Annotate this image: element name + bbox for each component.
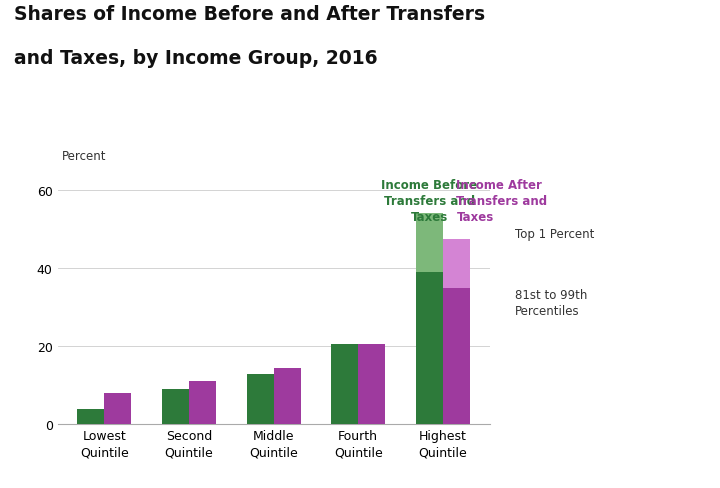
Bar: [189, 382, 216, 425]
Bar: [104, 393, 132, 425]
Bar: [162, 389, 189, 425]
Bar: [246, 374, 274, 425]
Bar: [443, 239, 470, 288]
Text: 81st to 99th
Percentiles: 81st to 99th Percentiles: [515, 288, 588, 317]
Bar: [443, 288, 470, 425]
Bar: [415, 272, 443, 425]
Text: Top 1 Percent: Top 1 Percent: [515, 228, 594, 241]
Text: Percent: Percent: [62, 150, 107, 163]
Bar: [274, 368, 301, 425]
Bar: [359, 345, 385, 425]
Text: Income After
Transfers and
Taxes: Income After Transfers and Taxes: [456, 179, 547, 224]
Bar: [77, 409, 104, 425]
Text: Shares of Income Before and After Transfers: Shares of Income Before and After Transf…: [14, 5, 485, 24]
Bar: [415, 214, 443, 272]
Bar: [331, 345, 359, 425]
Text: and Taxes, by Income Group, 2016: and Taxes, by Income Group, 2016: [14, 49, 378, 68]
Text: Income Before
Transfers and
Taxes: Income Before Transfers and Taxes: [382, 179, 477, 224]
